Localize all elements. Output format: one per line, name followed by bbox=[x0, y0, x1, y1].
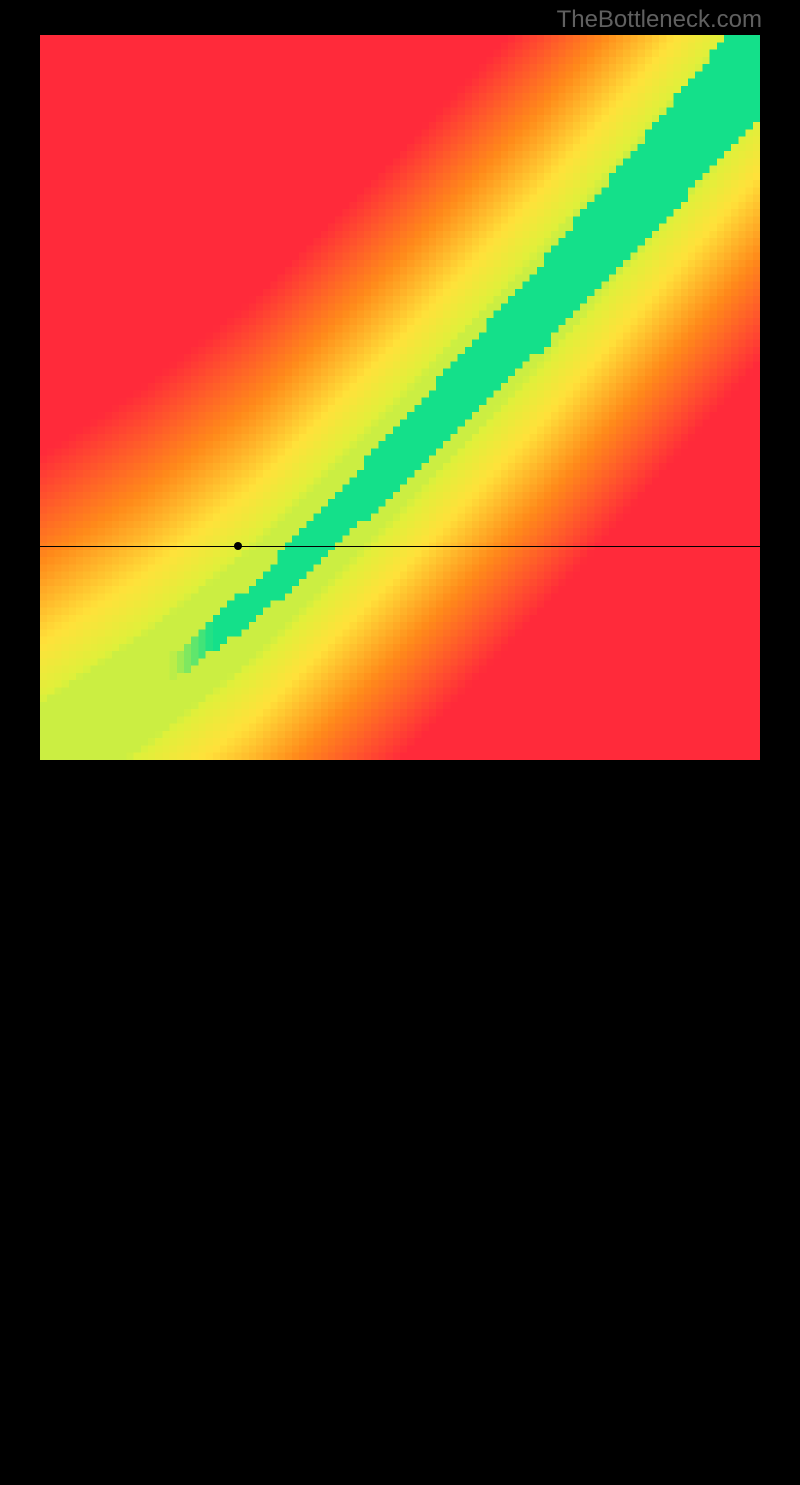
crosshair-vertical bbox=[238, 760, 239, 1485]
heatmap-canvas bbox=[40, 35, 760, 760]
outer-frame: TheBottleneck.com bbox=[0, 0, 800, 800]
heatmap-plot bbox=[40, 35, 760, 760]
watermark-text: TheBottleneck.com bbox=[557, 6, 762, 34]
